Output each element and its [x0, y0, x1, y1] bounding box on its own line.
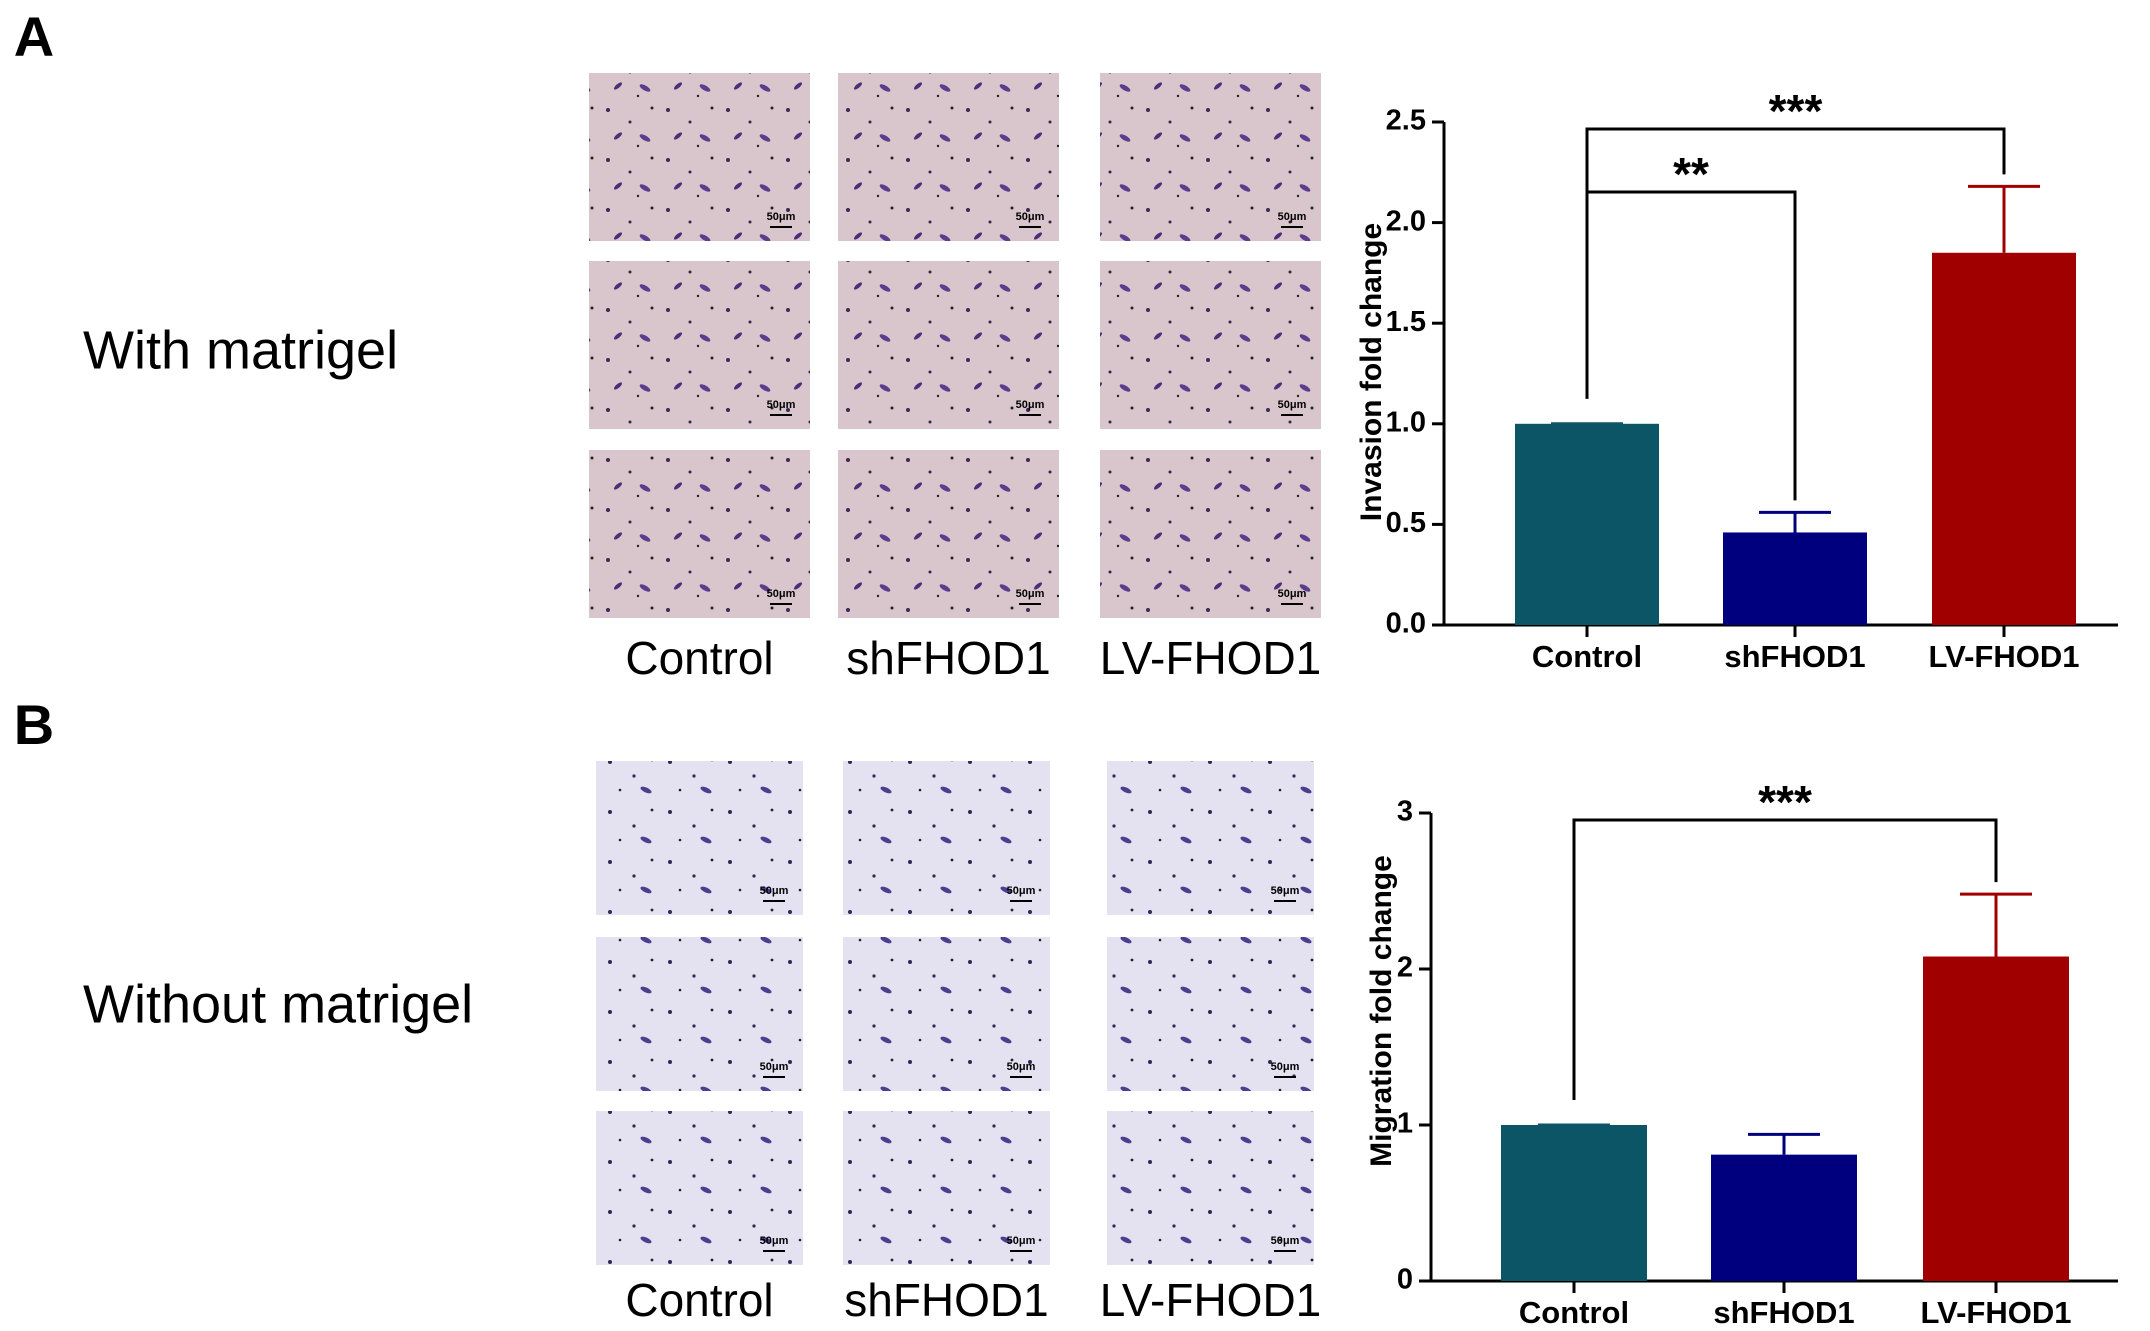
micrograph	[1100, 73, 1321, 241]
scale-bar-label: 50μm	[1007, 1235, 1036, 1247]
image-label: LV-FHOD1	[1100, 1274, 1322, 1326]
error-bar	[1759, 510, 1831, 533]
image-label: LV-FHOD1	[1100, 632, 1322, 684]
y-axis-label: Invasion fold change	[1355, 223, 1388, 521]
micrograph	[838, 73, 1059, 241]
micrograph	[838, 261, 1059, 429]
scale-bar-label: 50μm	[1278, 588, 1307, 600]
row-label: Without matrigel	[83, 974, 473, 1034]
micrograph	[596, 1111, 803, 1265]
x-tick-label: Control	[1519, 1295, 1629, 1330]
y-axis-label: Migration fold change	[1365, 855, 1398, 1167]
x-tick-label: Control	[1532, 639, 1642, 674]
scale-bar-label: 50μm	[767, 399, 796, 411]
scale-bar-label: 50μm	[760, 885, 789, 897]
panel-label: B	[14, 693, 54, 756]
bar	[1711, 1154, 1857, 1281]
scale-bar-label: 50μm	[760, 1061, 789, 1073]
x-tick-label: LV-FHOD1	[1921, 1295, 2072, 1330]
scale-bar-label: 50μm	[1016, 588, 1045, 600]
significance-bracket	[1585, 190, 1797, 501]
micrograph	[843, 761, 1050, 915]
x-tick-label: LV-FHOD1	[1929, 639, 2080, 674]
error-bar	[1968, 184, 2040, 253]
scale-bar-label: 50μm	[1007, 885, 1036, 897]
y-tick-label: 1.5	[1386, 306, 1426, 338]
scale-bar-label: 50μm	[767, 211, 796, 223]
scale-bar-label: 50μm	[1007, 1061, 1036, 1073]
y-tick-label: 3	[1397, 796, 1413, 828]
image-label: Control	[625, 1274, 773, 1326]
micrograph	[1107, 1111, 1314, 1265]
bar	[1723, 532, 1867, 625]
y-tick-label: 2.5	[1386, 105, 1426, 137]
scale-bar-label: 50μm	[1016, 399, 1045, 411]
micrograph	[843, 937, 1050, 1091]
y-tick-label: 0.0	[1386, 608, 1426, 640]
micrograph	[838, 450, 1059, 618]
y-tick-label: 1	[1397, 1108, 1413, 1140]
micrograph	[1107, 937, 1314, 1091]
scale-bar-label: 50μm	[760, 1235, 789, 1247]
micrograph	[589, 73, 810, 241]
image-label: shFHOD1	[844, 1274, 1048, 1326]
error-bar	[1748, 1132, 1820, 1155]
bar	[1932, 252, 2076, 625]
y-tick-label: 0	[1397, 1264, 1413, 1296]
scale-bar-label: 50μm	[1278, 211, 1307, 223]
significance-bracket	[1572, 818, 1998, 1100]
image-label: Control	[625, 632, 773, 684]
error-bar	[1960, 892, 2032, 957]
significance-label: **	[1673, 148, 1709, 200]
scale-bar-label: 50μm	[1271, 1061, 1300, 1073]
bar	[1501, 1125, 1647, 1281]
significance-label: ***	[1758, 776, 1812, 828]
micrograph	[1100, 261, 1321, 429]
scale-bar-label: 50μm	[1278, 399, 1307, 411]
y-tick-label: 0.5	[1386, 507, 1426, 539]
image-label: shFHOD1	[846, 632, 1050, 684]
micrograph	[1100, 450, 1321, 618]
row-label: With matrigel	[83, 320, 398, 380]
scale-bar-label: 50μm	[1016, 211, 1045, 223]
micrograph	[596, 937, 803, 1091]
y-tick-label: 2.0	[1386, 205, 1426, 237]
micrograph	[843, 1111, 1050, 1265]
micrograph	[596, 761, 803, 915]
micrograph	[1107, 761, 1314, 915]
significance-label: ***	[1769, 85, 1823, 137]
scale-bar-label: 50μm	[1271, 885, 1300, 897]
panel-label: A	[14, 5, 54, 68]
x-tick-label: shFHOD1	[1724, 639, 1865, 674]
bar	[1515, 423, 1659, 625]
bar	[1923, 956, 2069, 1281]
y-tick-label: 2	[1397, 952, 1413, 984]
micrograph	[589, 450, 810, 618]
scale-bar-label: 50μm	[767, 588, 796, 600]
y-tick-label: 1.0	[1386, 406, 1426, 438]
x-tick-label: shFHOD1	[1713, 1295, 1854, 1330]
scale-bar-label: 50μm	[1271, 1235, 1300, 1247]
micrograph	[589, 261, 810, 429]
